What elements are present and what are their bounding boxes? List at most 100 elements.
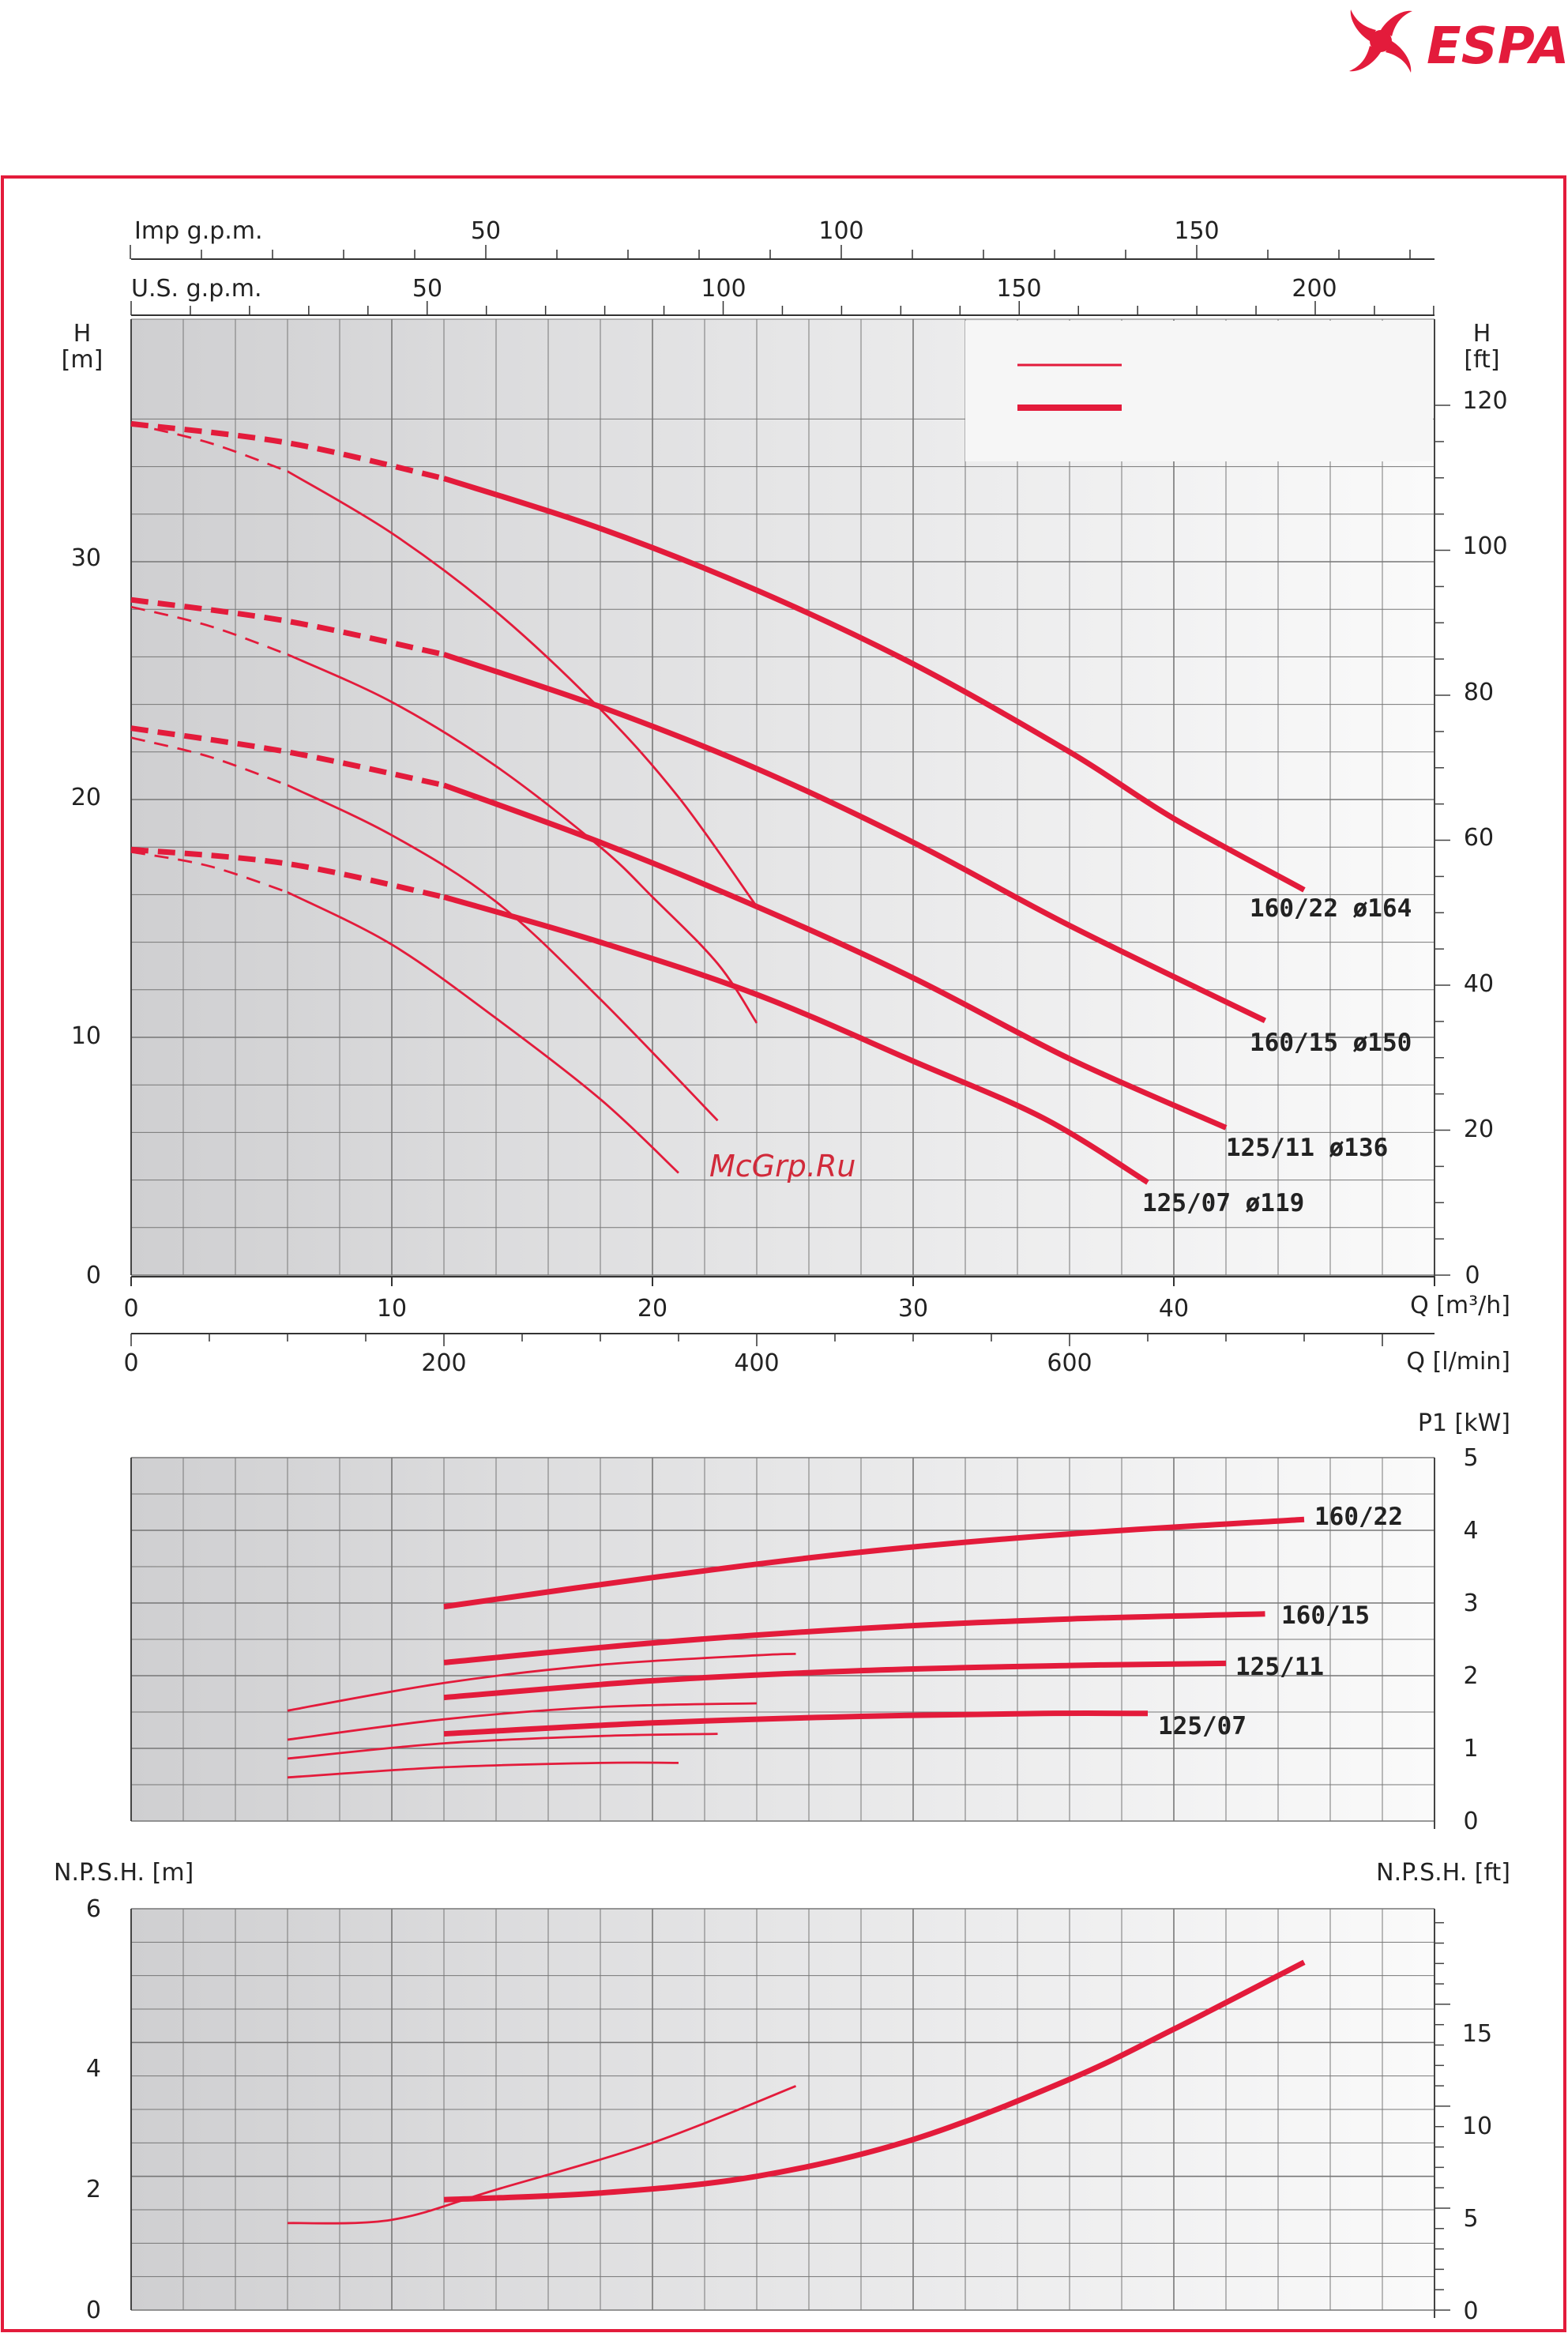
head-curve-line	[287, 891, 679, 1174]
curve-label-125-07: 125/07 ø119	[1142, 1189, 1304, 1217]
power-curve-line	[443, 1611, 1265, 1665]
us-gpm-tick-label: 100	[701, 275, 746, 303]
npsh-tick-label: 4	[86, 2055, 101, 2083]
head-curve-labels: 160/22 ø164 160/15 ø150 125/11 ø136 125/…	[1142, 894, 1412, 1217]
head-y-right-unit: [ft]	[1464, 346, 1499, 374]
head-curve-dashed	[130, 605, 288, 656]
power-curve-line	[443, 1516, 1305, 1610]
head-ft-tick-label: 60	[1464, 824, 1494, 852]
head-y-tick-label: 0	[86, 1262, 101, 1289]
head-curve-line	[442, 652, 1267, 1024]
npsh-ft-tick-label: 0	[1463, 2297, 1478, 2325]
power-curve-line	[443, 1710, 1149, 1737]
head-curve-dashed	[130, 846, 445, 900]
head-ft-tick-label: 100	[1462, 532, 1507, 560]
head-right-minor-ticks	[1435, 405, 1450, 1276]
power-label-125-07: 125/07	[1158, 1712, 1247, 1740]
head-y-left-label: H	[73, 320, 92, 348]
head-curve-line	[442, 782, 1228, 1131]
npsh-ft-tick-label: 10	[1462, 2113, 1492, 2140]
npsh-ft-tick-label: 15	[1462, 2020, 1492, 2048]
lmin-axis-label: Q [l/min]	[1406, 1348, 1510, 1375]
head-curves	[130, 420, 1306, 1185]
imp-gpm-label: Imp g.p.m.	[134, 217, 263, 245]
curve-label-160-15: 160/15 ø150	[1250, 1029, 1412, 1057]
lmin-tick-label: 200	[421, 1349, 466, 1377]
m3h-axis-label: Q [m³/h]	[1410, 1292, 1510, 1319]
brand-name: ESPA	[1427, 17, 1568, 76]
power-tick-label: 3	[1463, 1590, 1478, 1617]
npsh-y-right-label: N.P.S.H. [ft]	[1376, 1859, 1510, 1887]
imp-gpm-tick-label: 100	[818, 217, 863, 245]
head-curve-dashed	[130, 423, 288, 472]
head-ft-tick-label: 120	[1462, 387, 1507, 415]
power-curves	[287, 1516, 1305, 1779]
power-tick-label: 5	[1463, 1444, 1478, 1472]
imp-gpm-tick-label: 50	[471, 217, 501, 245]
m3h-tick-label: 0	[123, 1295, 138, 1323]
us-gpm-minor-ticks	[130, 301, 1435, 315]
imp-gpm-minor-ticks	[130, 245, 1411, 259]
us-gpm-tick-label: 150	[996, 275, 1041, 303]
npsh-ft-tick-label: 5	[1463, 2205, 1478, 2233]
power-tick-label: 0	[1463, 1808, 1478, 1835]
impeller-logo-icon	[1349, 9, 1412, 73]
power-tick-label: 1	[1463, 1735, 1478, 1763]
m3h-tick-label: 10	[377, 1295, 407, 1323]
npsh-tick-label: 2	[86, 2176, 101, 2203]
power-chart-axes: P1 [kW] 0 1 2 3 4 5	[1418, 1409, 1510, 1835]
head-ft-tick-label: 80	[1464, 679, 1494, 706]
power-curve-line	[287, 1702, 758, 1741]
head-ft-tick-label: 40	[1464, 970, 1494, 998]
head-curve-line	[287, 784, 719, 1122]
head-curve-line	[443, 894, 1149, 1185]
head-curve-line	[287, 470, 758, 908]
us-gpm-label: U.S. g.p.m.	[131, 275, 262, 303]
head-chart-axes: H [m] H [ft] 0 10 20 30 0 20 40 60 80 10…	[62, 320, 1510, 1377]
power-tick-label: 4	[1463, 1517, 1478, 1545]
legend-box	[965, 321, 1433, 461]
head-plot-area	[131, 319, 1435, 1275]
m3h-tick-label: 40	[1159, 1295, 1189, 1323]
npsh-chart-axes: N.P.S.H. [m] N.P.S.H. [ft] 0 2 4 6 0 5 1…	[54, 1859, 1510, 2325]
head-y-tick-label: 30	[71, 544, 101, 572]
head-y-tick-label: 10	[71, 1022, 101, 1050]
grid-lines	[130, 318, 1435, 2318]
power-curve-line	[287, 1653, 796, 1712]
power-label-160-15: 160/15	[1281, 1601, 1370, 1630]
power-label-125-11: 125/11	[1235, 1653, 1324, 1681]
m3h-tick-label: 20	[637, 1295, 667, 1323]
power-label-160-22: 160/22	[1314, 1503, 1403, 1531]
npsh-curve-line	[443, 1959, 1306, 2203]
power-curve-line	[443, 1660, 1227, 1701]
head-ft-tick-label: 0	[1465, 1262, 1480, 1289]
lmin-tick-label: 600	[1047, 1349, 1092, 1377]
npsh-tick-label: 6	[86, 1895, 101, 1923]
head-curve-line	[442, 476, 1306, 893]
head-curve-dashed	[130, 596, 445, 657]
us-gpm-tick-label: 50	[412, 275, 442, 303]
power-y-label: P1 [kW]	[1418, 1409, 1510, 1437]
lmin-tick-label: 400	[734, 1349, 779, 1377]
npsh-curves	[287, 1959, 1306, 2225]
head-y-left-unit: [m]	[62, 346, 103, 374]
head-curve-dashed	[130, 420, 445, 482]
us-gpm-tick-label: 200	[1292, 275, 1337, 303]
head-y-tick-label: 20	[71, 784, 101, 811]
legend	[965, 321, 1433, 461]
head-curve-dashed	[130, 725, 445, 788]
lmin-minor-ticks	[130, 1277, 1435, 1346]
power-curve-labels: 160/22 160/15 125/11 125/07	[1158, 1503, 1403, 1740]
npsh-curve-line	[287, 2085, 797, 2225]
imp-gpm-tick-label: 150	[1174, 217, 1219, 245]
top-flow-axes: Imp g.p.m. U.S. g.p.m. 50 100 150 50 100…	[130, 217, 1435, 316]
npsh-right-minor-ticks	[1435, 1921, 1450, 2311]
head-curve-dashed	[130, 850, 288, 894]
lmin-tick-label: 0	[123, 1349, 138, 1377]
npsh-y-left-label: N.P.S.H. [m]	[54, 1859, 194, 1887]
head-curve-dashed	[130, 736, 288, 787]
power-curve-line	[287, 1761, 679, 1779]
power-tick-label: 2	[1463, 1662, 1478, 1690]
curve-label-160-22: 160/22 ø164	[1250, 894, 1412, 923]
